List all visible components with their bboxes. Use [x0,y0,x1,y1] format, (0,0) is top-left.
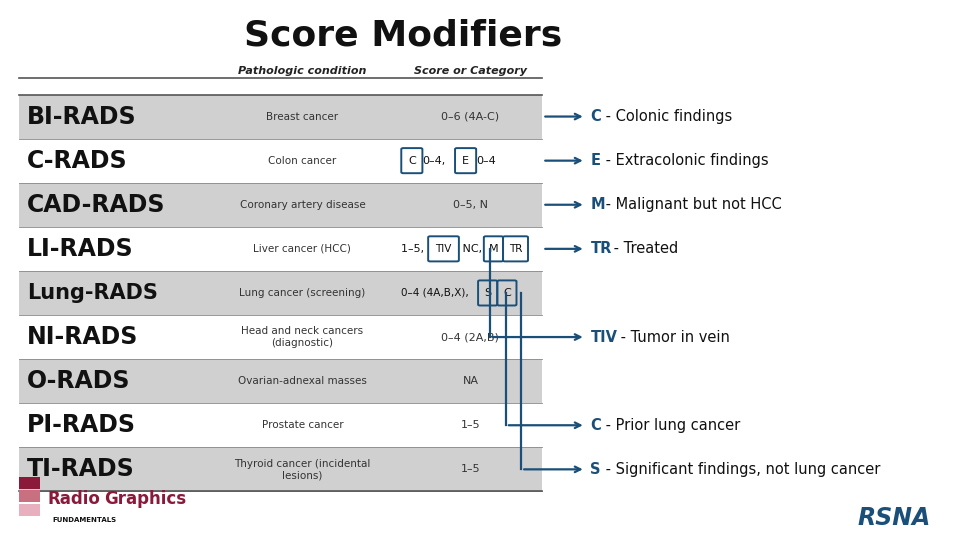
Text: Liver cancer (HCC): Liver cancer (HCC) [253,244,351,254]
Text: - Malignant but not HCC: - Malignant but not HCC [601,197,782,212]
Text: 1–5: 1–5 [461,420,480,430]
Text: C-RADS: C-RADS [27,148,128,173]
Text: 0–6 (4A-C): 0–6 (4A-C) [442,112,499,122]
Text: Coronary artery disease: Coronary artery disease [240,200,365,210]
Text: NI-RADS: NI-RADS [27,325,138,349]
Text: 0–4 (2A,B): 0–4 (2A,B) [442,332,499,342]
Text: TIV: TIV [590,329,617,345]
Text: BI-RADS: BI-RADS [27,105,136,129]
Text: - Tumor in vein: - Tumor in vein [616,329,730,345]
Text: Head and neck cancers
(diagnostic): Head and neck cancers (diagnostic) [241,326,364,348]
Text: - Colonic findings: - Colonic findings [601,109,732,124]
Text: TI-RADS: TI-RADS [27,457,134,481]
Text: PI-RADS: PI-RADS [27,413,136,437]
Text: Colon cancer: Colon cancer [268,156,337,166]
Text: Breast cancer: Breast cancer [266,112,339,122]
Text: RSNA: RSNA [858,507,931,530]
Text: Lung-RADS: Lung-RADS [27,283,157,303]
Text: C: C [503,288,511,298]
Bar [19,139,542,183]
Text: Thyroid cancer (incidental
lesions): Thyroid cancer (incidental lesions) [234,458,371,480]
Text: 1–5: 1–5 [461,464,480,474]
Text: CAD-RADS: CAD-RADS [27,193,165,217]
Text: NA: NA [463,376,478,386]
Text: - Prior lung cancer: - Prior lung cancer [601,418,741,433]
Bar [19,183,542,227]
Text: 0–5, N: 0–5, N [453,200,488,210]
Text: TR: TR [509,244,522,254]
Text: Radio: Radio [48,490,101,508]
Text: E: E [590,153,600,168]
Text: Graphics: Graphics [104,490,186,508]
Bar [19,477,40,489]
Text: Score or Category: Score or Category [414,65,527,76]
Text: 0–4: 0–4 [476,156,496,166]
Bar [19,315,542,359]
Text: Ovarian-adnexal masses: Ovarian-adnexal masses [238,376,367,386]
Text: TIV: TIV [435,244,452,254]
Text: S: S [590,462,601,477]
Text: M: M [590,197,605,212]
Text: Lung cancer (screening): Lung cancer (screening) [239,288,366,298]
Bar [19,490,40,502]
Text: E: E [462,156,469,166]
Text: Prostate cancer: Prostate cancer [261,420,344,430]
Bar [19,359,542,403]
Bar [19,94,542,139]
Text: TR: TR [590,241,612,256]
Text: C: C [408,156,416,166]
Text: 0–4,: 0–4, [422,156,445,166]
Bar [19,504,40,516]
Text: 0–4 (4A,B,X),: 0–4 (4A,B,X), [401,288,469,298]
Text: Score Modifiers: Score Modifiers [244,19,563,53]
Text: - Extracolonic findings: - Extracolonic findings [601,153,769,168]
Bar [19,271,542,315]
Text: S: S [484,288,492,298]
Bar [19,227,542,271]
Text: - Significant findings, not lung cancer: - Significant findings, not lung cancer [601,462,881,477]
Bar [19,447,542,491]
Text: C: C [590,418,601,433]
Bar [19,403,542,447]
Text: - Treated: - Treated [609,241,678,256]
Text: LI-RADS: LI-RADS [27,237,133,261]
Text: O-RADS: O-RADS [27,369,131,393]
Text: M: M [489,244,498,254]
Text: NC,: NC, [459,244,482,254]
Text: FUNDAMENTALS: FUNDAMENTALS [53,517,117,523]
Text: Pathologic condition: Pathologic condition [238,65,367,76]
Text: 1–5,: 1–5, [401,244,428,254]
Text: C: C [590,109,601,124]
